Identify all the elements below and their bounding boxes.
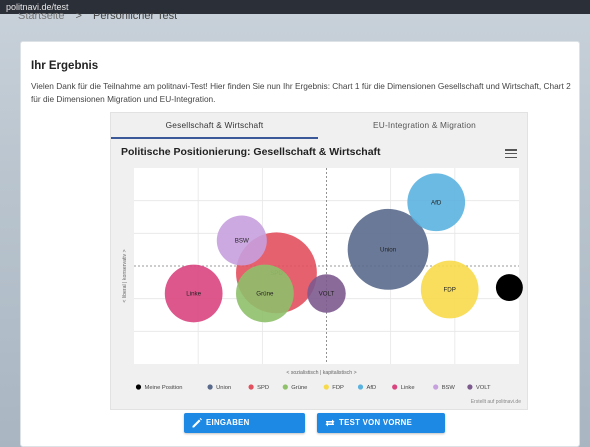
bubble-label-linke: Linke bbox=[186, 291, 201, 298]
restart-test-button[interactable]: TEST VON VORNE STARTEN bbox=[317, 413, 445, 447]
bubble-gr-ne bbox=[236, 264, 294, 323]
result-intro: Vielen Dank für die Teilnahme am politna… bbox=[31, 81, 571, 104]
chart-container: Gesellschaft & Wirtschaft EU-Integration… bbox=[110, 112, 528, 410]
hamburger-menu-icon[interactable] bbox=[505, 149, 517, 159]
result-card: Ihr Ergebnis Vielen Dank für die Teilnah… bbox=[20, 41, 580, 447]
url-text: politnavi.de/test bbox=[6, 2, 69, 12]
bubble-afd bbox=[407, 173, 466, 232]
legend-item-gr-ne: Grüne bbox=[291, 385, 307, 391]
chart-title: Politische Positionierung: Gesellschaft … bbox=[121, 146, 381, 158]
edit-answers-label: EINGABEN BEARBEITEN bbox=[206, 418, 260, 447]
legend-item-spd: SPD bbox=[257, 385, 269, 391]
bubble-linke bbox=[164, 264, 223, 323]
legend-marker-union bbox=[207, 384, 213, 390]
legend-marker-afd bbox=[357, 384, 364, 390]
bubble-label-afd: AfD bbox=[431, 200, 442, 207]
breadcrumb: Startseite > Persönlicher Test bbox=[18, 13, 177, 25]
legend-item-meine-position: Meine Position bbox=[145, 385, 183, 391]
legend-item-fdp: FDP bbox=[332, 385, 344, 391]
bubble-label-volt: VOLT bbox=[319, 291, 335, 298]
pencil-icon bbox=[192, 418, 202, 428]
legend-marker-fdp bbox=[323, 384, 329, 390]
bubble-meine-position bbox=[495, 274, 523, 302]
legend-item-linke: Linke bbox=[401, 385, 415, 391]
legend-item-afd: AfD bbox=[367, 385, 377, 391]
edit-answers-button[interactable]: EINGABEN BEARBEITEN bbox=[184, 413, 305, 447]
bubble-chart: < sozialistisch | kapitalistisch > < libe… bbox=[122, 168, 523, 391]
chart-tabs: Gesellschaft & Wirtschaft EU-Integration… bbox=[111, 113, 529, 139]
legend-marker-linke bbox=[392, 384, 398, 390]
legend-marker-meine-position bbox=[135, 384, 142, 390]
legend-item-union: Union bbox=[216, 385, 231, 391]
bubble-label-fdp: FDP bbox=[444, 287, 456, 294]
bubble-volt bbox=[307, 274, 346, 313]
bubble-label-union: Union bbox=[380, 247, 397, 254]
browser-address-bar[interactable]: politnavi.de/test bbox=[0, 0, 590, 14]
result-heading: Ihr Ergebnis bbox=[31, 60, 99, 72]
tab-gesellschaft-wirtschaft[interactable]: Gesellschaft & Wirtschaft bbox=[111, 113, 318, 139]
bubble-union bbox=[347, 208, 429, 290]
legend-item-volt: VOLT bbox=[476, 385, 491, 391]
swap-arrows-icon bbox=[325, 419, 335, 427]
bubble-bsw bbox=[216, 215, 267, 266]
bubble-label-gr-ne: Grüne bbox=[256, 291, 274, 298]
chart-credit: Erstellt auf politnavi.de bbox=[470, 399, 521, 405]
x-axis-label: < sozialistisch | kapitalistisch > bbox=[286, 370, 356, 376]
restart-test-label: TEST VON VORNE STARTEN bbox=[339, 418, 413, 447]
breadcrumb-home-link[interactable]: Startseite bbox=[18, 13, 65, 22]
legend-marker-gr-ne bbox=[282, 384, 288, 390]
bubble-label-bsw: BSW bbox=[235, 238, 249, 245]
tab-eu-migration[interactable]: EU-Integration & Migration bbox=[373, 120, 476, 130]
legend-marker-bsw bbox=[433, 384, 439, 390]
legend-marker-volt bbox=[467, 384, 473, 390]
legend-marker-spd bbox=[248, 384, 254, 390]
legend-item-bsw: BSW bbox=[442, 385, 456, 391]
y-axis-label: < liberal | konservativ > bbox=[122, 249, 128, 302]
breadcrumb-current: Persönlicher Test bbox=[93, 13, 178, 22]
bubble-fdp bbox=[420, 260, 479, 319]
breadcrumb-separator-icon: > bbox=[75, 13, 82, 22]
